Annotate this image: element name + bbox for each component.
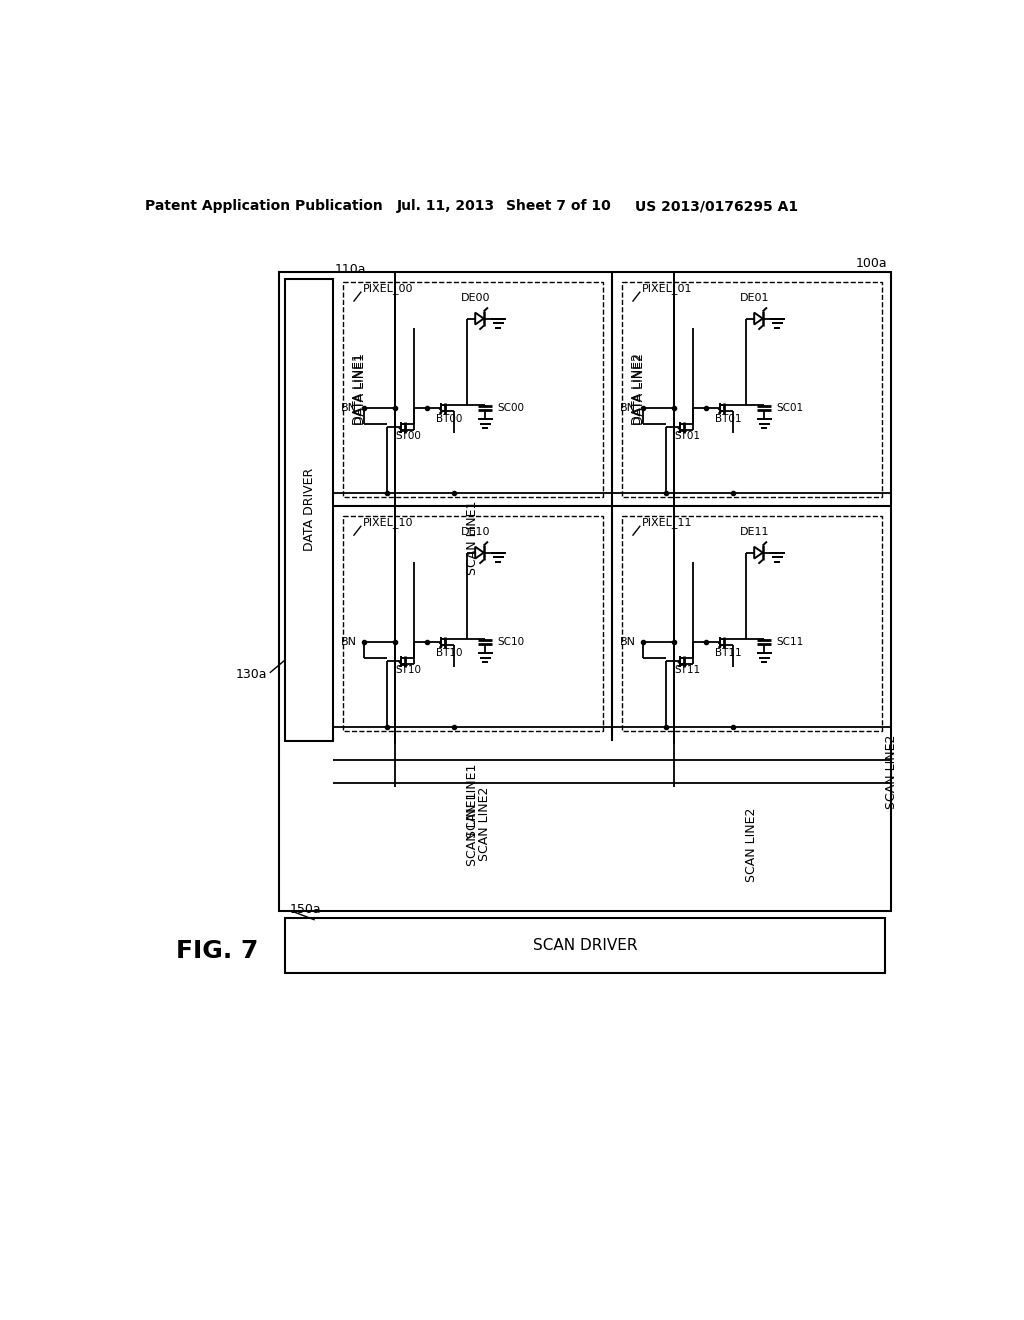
Text: PIXEL_00: PIXEL_00 (362, 282, 414, 294)
Bar (286, 917, 885, 973)
Text: 100a: 100a (856, 256, 888, 269)
Polygon shape (755, 313, 763, 325)
Text: DATA LINE2: DATA LINE2 (631, 354, 644, 425)
Text: BT11: BT11 (715, 648, 741, 659)
Text: 130a: 130a (236, 668, 267, 681)
Bar (343, 516, 603, 731)
Text: DATA LINE1: DATA LINE1 (351, 354, 365, 425)
Text: SCAN LINE1: SCAN LINE1 (466, 792, 479, 866)
Bar (622, 516, 882, 731)
Text: ST11: ST11 (675, 665, 700, 676)
Text: SC11: SC11 (776, 638, 803, 647)
Text: SC00: SC00 (497, 403, 524, 413)
Text: SCAN LINE2: SCAN LINE2 (745, 808, 759, 882)
Bar (622, 281, 882, 498)
Text: PIXEL_01: PIXEL_01 (642, 282, 692, 294)
Text: BT00: BT00 (436, 414, 462, 424)
Text: US 2013/0176295 A1: US 2013/0176295 A1 (636, 199, 799, 213)
Polygon shape (475, 313, 483, 325)
Text: 150a: 150a (289, 903, 321, 916)
Text: DE01: DE01 (740, 293, 770, 304)
Text: SCAN LINE2: SCAN LINE2 (478, 787, 490, 861)
Bar (343, 281, 603, 498)
Text: Jul. 11, 2013: Jul. 11, 2013 (396, 199, 495, 213)
Text: BN: BN (341, 638, 356, 647)
Bar (286, 279, 334, 741)
Polygon shape (475, 546, 483, 558)
Polygon shape (755, 546, 763, 558)
Text: SCAN DRIVER: SCAN DRIVER (534, 937, 638, 953)
Text: SCAN LINE1: SCAN LINE1 (466, 763, 479, 838)
Text: SCAN LINE2: SCAN LINE2 (885, 734, 898, 809)
Text: DE10: DE10 (461, 527, 490, 537)
Text: 110a: 110a (335, 263, 367, 276)
Text: SCAN LINE1: SCAN LINE1 (466, 500, 479, 574)
Text: DATA LINE1: DATA LINE1 (354, 354, 367, 425)
Text: Patent Application Publication: Patent Application Publication (144, 199, 383, 213)
Text: PIXEL_10: PIXEL_10 (362, 517, 414, 528)
Text: BN: BN (620, 403, 636, 413)
Bar (280, 272, 891, 911)
Text: Sheet 7 of 10: Sheet 7 of 10 (506, 199, 610, 213)
Text: SC10: SC10 (497, 638, 524, 647)
Text: BT01: BT01 (715, 414, 741, 424)
Text: BN: BN (620, 638, 636, 647)
Text: DATA LINE2: DATA LINE2 (633, 354, 646, 425)
Text: SC01: SC01 (776, 403, 803, 413)
Text: ST01: ST01 (675, 432, 700, 441)
Text: DATA DRIVER: DATA DRIVER (303, 467, 315, 552)
Text: DE11: DE11 (740, 527, 770, 537)
Text: BN: BN (341, 403, 356, 413)
Text: ST10: ST10 (395, 665, 422, 676)
Text: ST00: ST00 (395, 432, 422, 441)
Text: FIG. 7: FIG. 7 (176, 940, 258, 964)
Text: BT10: BT10 (436, 648, 462, 659)
Text: PIXEL_11: PIXEL_11 (642, 517, 692, 528)
Text: DE00: DE00 (461, 293, 490, 304)
